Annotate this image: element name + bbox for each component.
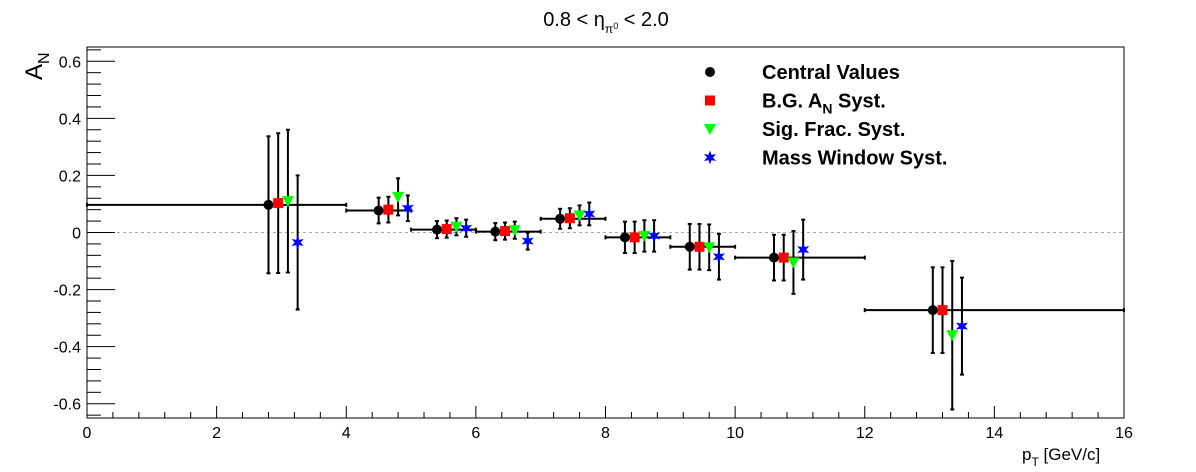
y-tick-label: 0.2 [59, 168, 81, 185]
data-point-square [694, 241, 705, 252]
chart-title: 0.8 < ηπ0 < 2.0 [543, 9, 669, 36]
x-axis-label: pT [GeV/c] [1022, 445, 1100, 469]
data-point-square [778, 252, 789, 263]
data-point-star [401, 201, 414, 216]
y-tick-label: -0.4 [53, 340, 81, 357]
data-point-triangle-down [281, 196, 294, 208]
data-point-star [648, 228, 661, 243]
x-tick-label: 0 [83, 425, 92, 442]
data-point-circle [373, 205, 384, 216]
y-tick-label: -0.2 [53, 283, 81, 300]
data-point-star [460, 221, 473, 236]
data-point-star [712, 249, 725, 264]
plot-area: 0 2 4 6 8 10 12 14 16 0.6 0.4 0.2 0 -0.2 -0.4 -0.6 [53, 46, 1133, 442]
data-point-triangle-down [787, 257, 800, 269]
x-tick-label: 6 [471, 425, 480, 442]
data-point-circle [555, 213, 566, 224]
data-point-square [383, 204, 394, 215]
data-point-star [797, 242, 810, 257]
data-point-circle [769, 252, 780, 263]
data-point-triangle-down [573, 210, 586, 222]
y-tick-label: 0.6 [59, 54, 81, 71]
x-tick-label: 12 [856, 425, 874, 442]
data-point-star [583, 206, 596, 221]
data-point-triangle-down [508, 225, 521, 237]
data-point-triangle-down [703, 242, 716, 254]
data-point-square [500, 226, 511, 237]
data-point-triangle-down [638, 230, 651, 242]
data-point-square [564, 213, 575, 224]
data-point-circle [263, 199, 274, 210]
data-point-triangle-down [946, 330, 959, 342]
legend: Central Values B.G. AN Syst.Sig. Frac. Sy… [703, 62, 947, 170]
y-tick-label: 0.4 [59, 111, 81, 128]
x-tick-label: 10 [726, 425, 744, 442]
data-point-square [273, 198, 284, 209]
y-tick-label: 0 [72, 226, 81, 243]
legend-marker-triangle-down [704, 124, 716, 135]
data-point-triangle-down [392, 191, 405, 203]
x-tick-label: 8 [601, 425, 610, 442]
legend-marker-star [703, 150, 717, 165]
x-tick-label: 16 [1115, 425, 1133, 442]
x-tick-label: 14 [985, 425, 1003, 442]
data-point-circle [431, 224, 442, 235]
data-point-circle [927, 305, 938, 316]
legend-marker-square [705, 95, 715, 106]
data-point-square [629, 232, 640, 243]
legend-marker-circle [705, 67, 715, 77]
data-point-circle [490, 226, 501, 237]
y-tick-label: -0.6 [53, 397, 81, 414]
data-point-circle [684, 241, 695, 252]
x-tick-label: 4 [342, 425, 351, 442]
data-point-square [937, 305, 948, 316]
legend-entry: Central Values [762, 62, 900, 84]
data-point-star [955, 319, 969, 334]
data-point-triangle-down [450, 221, 463, 233]
legend-entry: B.G. AN Syst. [762, 91, 886, 117]
y-axis-label: AN [21, 52, 53, 80]
x-tick-label: 2 [212, 425, 221, 442]
legend-entry: Mass Window Syst. [762, 148, 947, 170]
data-point-star [291, 235, 304, 250]
legend-entry: Sig. Frac. Syst. [762, 119, 905, 141]
data-point-circle [619, 232, 630, 243]
data-point-star [521, 234, 534, 249]
data-point-square [441, 224, 452, 235]
